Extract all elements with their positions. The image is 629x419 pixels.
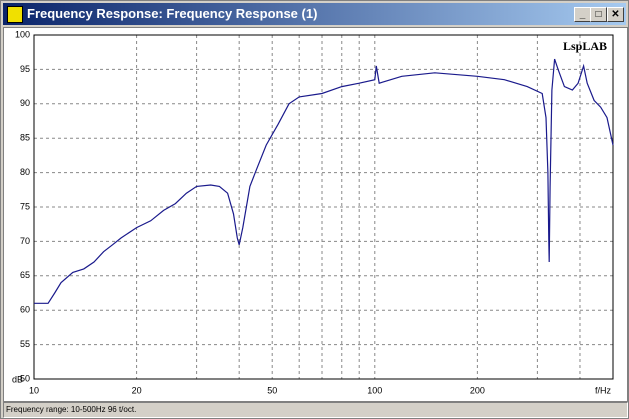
y-tick-label: 90 bbox=[20, 98, 30, 108]
response-line bbox=[34, 58, 614, 304]
maximize-button[interactable]: □ bbox=[590, 7, 607, 22]
y-tick-label: 65 bbox=[20, 270, 30, 280]
close-button[interactable]: ✕ bbox=[607, 7, 624, 22]
y-tick-label: 60 bbox=[20, 305, 30, 315]
title-bar: Frequency Response: Frequency Response (… bbox=[3, 3, 626, 25]
x-tick-label: 200 bbox=[470, 385, 485, 395]
plot-frame bbox=[33, 34, 614, 380]
y-tick-label: 85 bbox=[20, 133, 30, 143]
y-tick-label: 70 bbox=[20, 236, 30, 246]
watermark: LspLAB bbox=[563, 39, 607, 53]
minimize-button[interactable]: _ bbox=[574, 7, 591, 22]
status-bar: Frequency range: 10-500Hz 96 t/oct. bbox=[3, 402, 628, 418]
y-tick-label: 50 bbox=[20, 373, 30, 383]
y-tick-label: 75 bbox=[20, 201, 30, 211]
y-tick-label: 55 bbox=[20, 339, 30, 349]
y-axis-label: dB bbox=[12, 374, 23, 384]
client-area: 50 55 60 65 70 75 80 85 90 95 100 10 20 50 100 200 dB f/H… bbox=[3, 27, 628, 402]
x-axis-label: f/Hz bbox=[595, 385, 612, 395]
x-tick-label: 50 bbox=[267, 385, 277, 395]
y-tick-label: 95 bbox=[20, 64, 30, 74]
x-tick-label: 10 bbox=[29, 385, 39, 395]
window-title: Frequency Response: Frequency Response (… bbox=[27, 6, 318, 21]
x-tick-label: 100 bbox=[367, 385, 382, 395]
y-tick-label: 80 bbox=[20, 167, 30, 177]
app-icon bbox=[7, 6, 23, 23]
chart: 50 55 60 65 70 75 80 85 90 95 100 10 20 50 100 200 dB f/H… bbox=[12, 29, 614, 395]
y-tick-label: 100 bbox=[15, 29, 30, 39]
x-tick-label: 20 bbox=[132, 385, 142, 395]
